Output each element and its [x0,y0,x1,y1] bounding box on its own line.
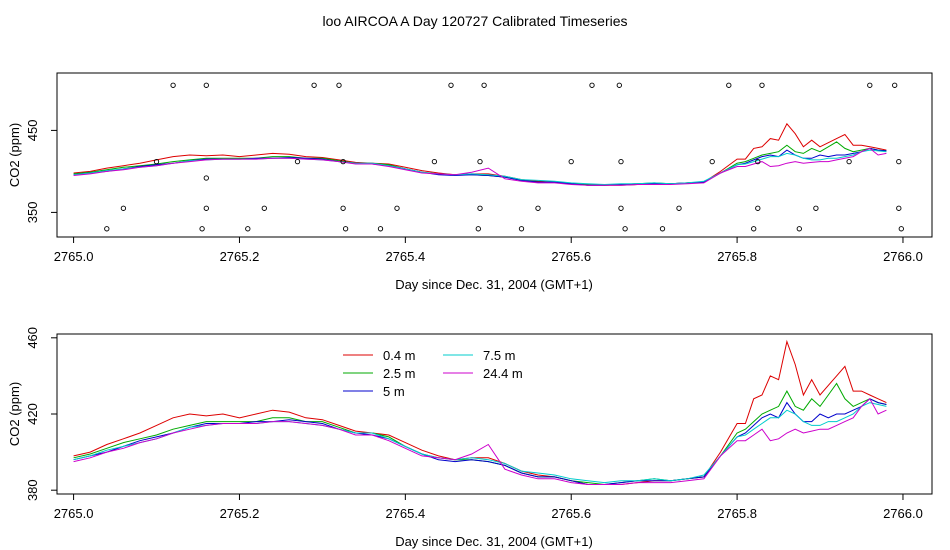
bottom-panel: 2765.0 2765.2 2765.4 2765.6 2765.8 2766.0 380… [7,327,933,549]
bottom-x-tick-label: 2766.0 [883,506,923,521]
bottom-series-line-5-m [73,398,887,485]
page-title: loo AIRCOA A Day 120727 Calibrated Times… [322,13,627,29]
top-marker [475,226,481,232]
bottom-series-line-24-4-m [73,398,887,485]
top-marker [616,82,622,88]
top-marker [568,158,574,165]
top-marker [755,205,761,211]
top-x-axis-label: Day since Dec. 31, 2004 (GMT+1) [395,277,593,292]
top-marker [448,82,454,88]
bottom-series-line-2-5-m [73,382,887,486]
top-series-line-24-4-m [73,147,887,186]
legend: 0.4 m 2.5 m 5 m 7.5 m 24.4 m [343,348,523,399]
legend-label: 5 m [383,384,405,399]
top-marker [477,158,483,165]
legend-label: 2.5 m [383,366,416,381]
bottom-x-tick-label: 2765.6 [551,506,591,521]
top-marker [120,205,127,211]
bottom-x-axis-label: Day since Dec. 31, 2004 (GMT+1) [395,534,593,549]
top-marker [336,82,342,88]
top-marker [796,226,802,232]
top-x-tick-label: 2765.0 [54,249,94,264]
top-marker [618,158,624,165]
legend-label: 0.4 m [383,348,416,363]
top-marker [846,158,852,165]
top-marker [535,205,541,211]
bottom-x-tick-label: 2765.0 [54,506,94,521]
top-marker [755,158,761,165]
top-marker [261,205,267,211]
bottom-series-lines [73,339,887,486]
top-plot-frame [56,72,933,238]
top-marker [394,205,400,211]
top-marker [245,226,251,232]
top-x-tick-label: 2766.0 [883,249,923,264]
top-marker [340,205,346,211]
top-marker [676,205,682,211]
top-marker [867,82,873,88]
top-marker [377,226,384,232]
top-marker [622,226,628,232]
top-y-tick-label: 450 [25,120,40,142]
top-marker [203,82,209,88]
top-y-axis: 350 450 [25,120,57,224]
top-panel: 2765.0 2765.2 2765.4 2765.6 2765.8 2766.0 350… [7,72,933,292]
legend-label: 24.4 m [483,366,523,381]
bottom-y-axis: 380 420 460 [25,327,57,501]
top-marker [896,158,902,165]
top-marker [518,226,525,232]
top-marker [340,158,346,165]
bottom-y-axis-label: CO2 (ppm) [7,382,22,446]
top-marker [813,205,819,211]
top-marker [311,82,317,88]
top-marker [659,226,666,232]
top-marker [203,175,209,181]
top-marker [751,226,757,232]
top-x-tick-label: 2765.8 [717,249,757,264]
top-y-tick-label: 350 [25,202,40,224]
bottom-y-tick-label: 380 [25,479,40,501]
top-marker [431,158,438,165]
top-x-axis: 2765.0 2765.2 2765.4 2765.6 2765.8 2766.0 [54,237,923,264]
top-marker [104,226,110,232]
legend-label: 7.5 m [483,348,516,363]
bottom-x-axis: 2765.0 2765.2 2765.4 2765.6 2765.8 2766.0 [54,494,923,521]
bottom-x-tick-label: 2765.2 [220,506,260,521]
top-marker [153,158,160,165]
top-marker [892,82,898,88]
top-markers [104,82,904,232]
bottom-y-tick-label: 420 [25,403,40,425]
top-marker [477,205,483,211]
top-x-tick-label: 2765.2 [220,249,260,264]
top-x-tick-label: 2765.6 [551,249,591,264]
bottom-y-tick-label: 460 [25,327,40,349]
top-series-lines [73,122,887,186]
top-marker [726,82,732,88]
top-marker [342,226,349,232]
top-marker [759,82,765,88]
top-series-line-5-m [73,147,887,186]
top-marker [896,205,902,211]
top-marker [170,82,176,88]
top-y-axis-label: CO2 (ppm) [7,123,22,187]
bottom-x-tick-label: 2765.8 [717,506,757,521]
top-x-tick-label: 2765.4 [385,249,425,264]
top-marker [294,158,301,165]
top-marker [618,205,624,211]
top-marker [203,205,209,211]
top-marker [709,158,715,165]
top-marker [481,82,487,88]
top-marker [589,82,595,88]
top-marker [199,226,205,232]
bottom-x-tick-label: 2765.4 [385,506,425,521]
top-marker [898,226,904,232]
